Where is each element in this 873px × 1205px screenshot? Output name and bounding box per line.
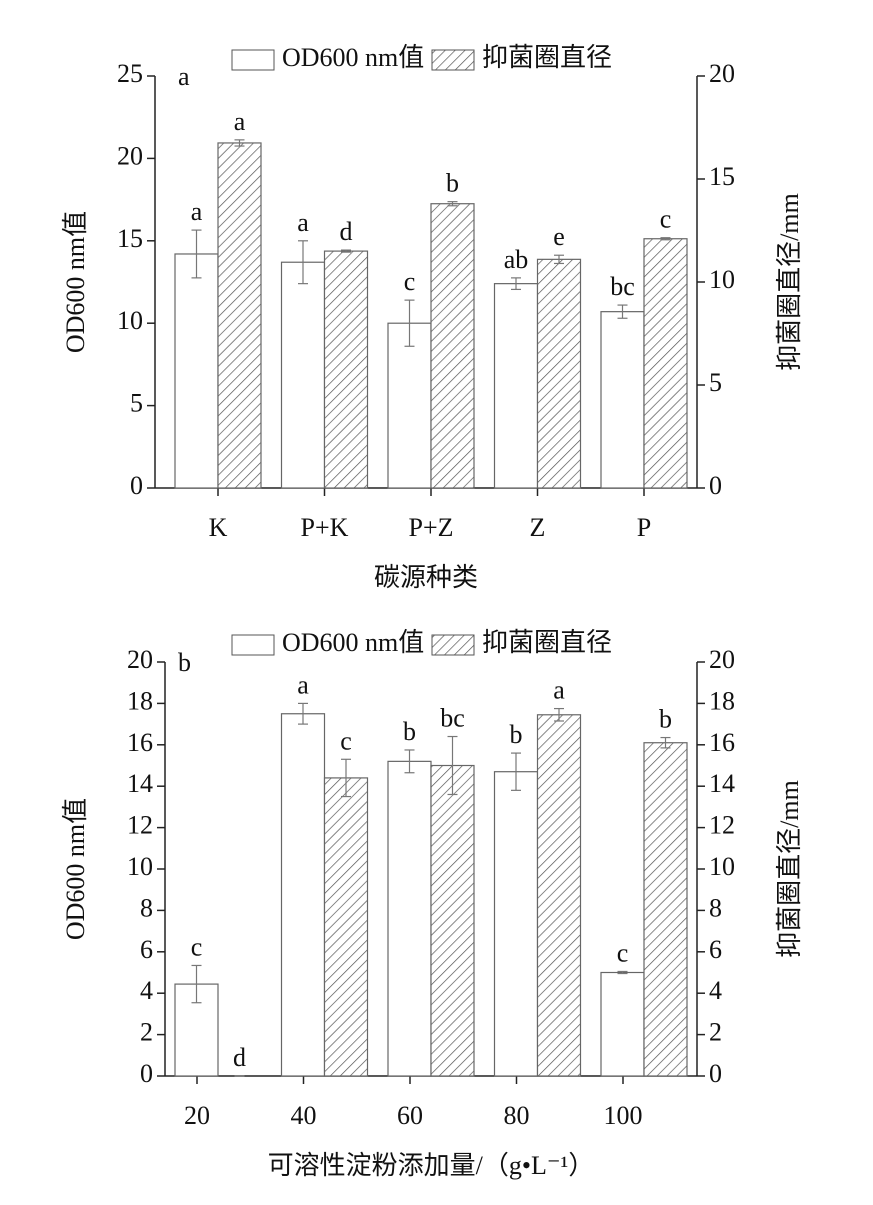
significance-letter: c: [660, 205, 672, 234]
significance-letter: a: [553, 676, 565, 705]
bar: [387, 322, 432, 489]
significance-letter: ab: [504, 245, 529, 274]
y-axis-label: OD600 nm值: [61, 798, 90, 940]
bar: [600, 971, 645, 1077]
y-tick-label: 10: [117, 306, 143, 335]
significance-letter: b: [403, 717, 416, 746]
significance-letter: a: [191, 197, 203, 226]
bar: [280, 261, 326, 489]
y-tick-label: 0: [140, 1059, 153, 1088]
y-tick-label: 8: [140, 893, 153, 922]
x-tick-label: P+Z: [408, 513, 453, 542]
significance-letter: bc: [610, 272, 635, 301]
y-tick-label: 12: [127, 811, 153, 840]
y2-tick-label: 4: [709, 976, 722, 1005]
y-tick-label: 4: [140, 976, 153, 1005]
legend-label: OD600 nm值: [282, 628, 424, 657]
legend-label: 抑菌圈直径: [482, 43, 612, 72]
y2-tick-label: 12: [709, 811, 735, 840]
y-tick-label: 10: [127, 852, 153, 881]
x-tick-label: P: [637, 513, 651, 542]
y-tick-label: 14: [127, 769, 153, 798]
bar: [600, 311, 645, 489]
significance-letter: c: [617, 938, 629, 967]
y-tick-label: 2: [140, 1018, 153, 1047]
y2-tick-label: 8: [709, 893, 722, 922]
panel-label: b: [178, 648, 191, 677]
significance-letter: a: [234, 107, 246, 136]
significance-letter: b: [446, 169, 459, 198]
bar: [430, 764, 475, 1077]
legend-swatch: [231, 49, 275, 71]
x-tick-label: K: [209, 513, 228, 542]
y-tick-label: 16: [127, 728, 153, 757]
legend-label: 抑菌圈直径: [482, 628, 612, 657]
significance-letter: c: [340, 726, 352, 755]
bar: [387, 760, 432, 1077]
y-tick-label: 18: [127, 686, 153, 715]
x-tick-label: Z: [530, 513, 546, 542]
x-tick-label: 60: [397, 1101, 423, 1130]
y2-tick-label: 10: [709, 265, 735, 294]
y-tick-label: 20: [127, 645, 153, 674]
y2-tick-label: 15: [709, 162, 735, 191]
legend-swatch: [431, 634, 475, 656]
y2-tick-label: 16: [709, 728, 735, 757]
y-tick-label: 15: [117, 224, 143, 253]
significance-letter: e: [553, 222, 565, 251]
y-tick-label: 6: [140, 935, 153, 964]
bar: [536, 714, 582, 1077]
y-tick-label: 5: [130, 389, 143, 418]
y2-tick-label: 18: [709, 686, 735, 715]
y-tick-label: 0: [130, 471, 143, 500]
significance-letter: b: [659, 705, 672, 734]
x-tick-label: 40: [291, 1101, 317, 1130]
y2-tick-label: 14: [709, 769, 735, 798]
bar: [493, 283, 539, 489]
y2-tick-label: 20: [709, 59, 735, 88]
x-axis-label: 可溶性淀粉添加量/（g•L⁻¹）: [268, 1151, 595, 1180]
y2-axis-label: 抑菌圈直径/mm: [775, 193, 804, 371]
significance-letter: c: [191, 932, 203, 961]
y-tick-label: 20: [117, 141, 143, 170]
x-axis-label: 碳源种类: [374, 563, 478, 592]
significance-letter: c: [404, 267, 416, 296]
bar: [280, 713, 326, 1077]
y2-axis-label: 抑菌圈直径/mm: [775, 780, 804, 958]
bar: [643, 238, 688, 489]
x-tick-label: P+K: [301, 513, 349, 542]
bar: [643, 742, 688, 1077]
x-tick-label: 80: [504, 1101, 530, 1130]
significance-letter: a: [297, 208, 309, 237]
significance-letter: d: [233, 1043, 246, 1072]
y2-tick-label: 5: [709, 368, 722, 397]
y2-tick-label: 10: [709, 852, 735, 881]
significance-letter: a: [297, 670, 309, 699]
significance-letter: d: [340, 217, 353, 246]
y2-tick-label: 0: [709, 1059, 722, 1088]
y2-tick-label: 2: [709, 1018, 722, 1047]
x-tick-label: 100: [604, 1101, 643, 1130]
legend-label: OD600 nm值: [282, 43, 424, 72]
y2-tick-label: 6: [709, 935, 722, 964]
bar: [217, 142, 262, 489]
bar: [430, 203, 475, 489]
significance-letter: bc: [440, 703, 465, 732]
legend-swatch: [431, 49, 475, 71]
x-tick-label: 20: [184, 1101, 210, 1130]
y-tick-label: 25: [117, 59, 143, 88]
panel-label: a: [178, 62, 190, 91]
legend-swatch: [231, 634, 275, 656]
bar: [493, 771, 539, 1077]
y2-tick-label: 20: [709, 645, 735, 674]
bar: [174, 253, 219, 489]
bar: [536, 258, 582, 489]
y2-tick-label: 0: [709, 471, 722, 500]
y-axis-label: OD600 nm值: [61, 211, 90, 353]
significance-letter: b: [510, 720, 523, 749]
bar: [323, 777, 369, 1077]
bar: [323, 250, 369, 489]
